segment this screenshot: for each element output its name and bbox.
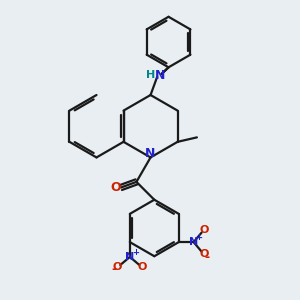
Text: -: - xyxy=(112,263,117,277)
Text: +: + xyxy=(196,233,202,242)
Text: -: - xyxy=(204,251,209,264)
Text: O: O xyxy=(199,249,208,260)
Text: +: + xyxy=(132,248,139,257)
Text: O: O xyxy=(199,225,208,235)
Text: N: N xyxy=(146,147,156,161)
Text: N: N xyxy=(125,252,134,262)
Text: N: N xyxy=(155,69,165,82)
Text: H: H xyxy=(146,70,155,80)
Text: O: O xyxy=(113,262,122,272)
Text: O: O xyxy=(137,262,147,272)
Text: N: N xyxy=(189,237,198,247)
Text: O: O xyxy=(110,181,121,194)
